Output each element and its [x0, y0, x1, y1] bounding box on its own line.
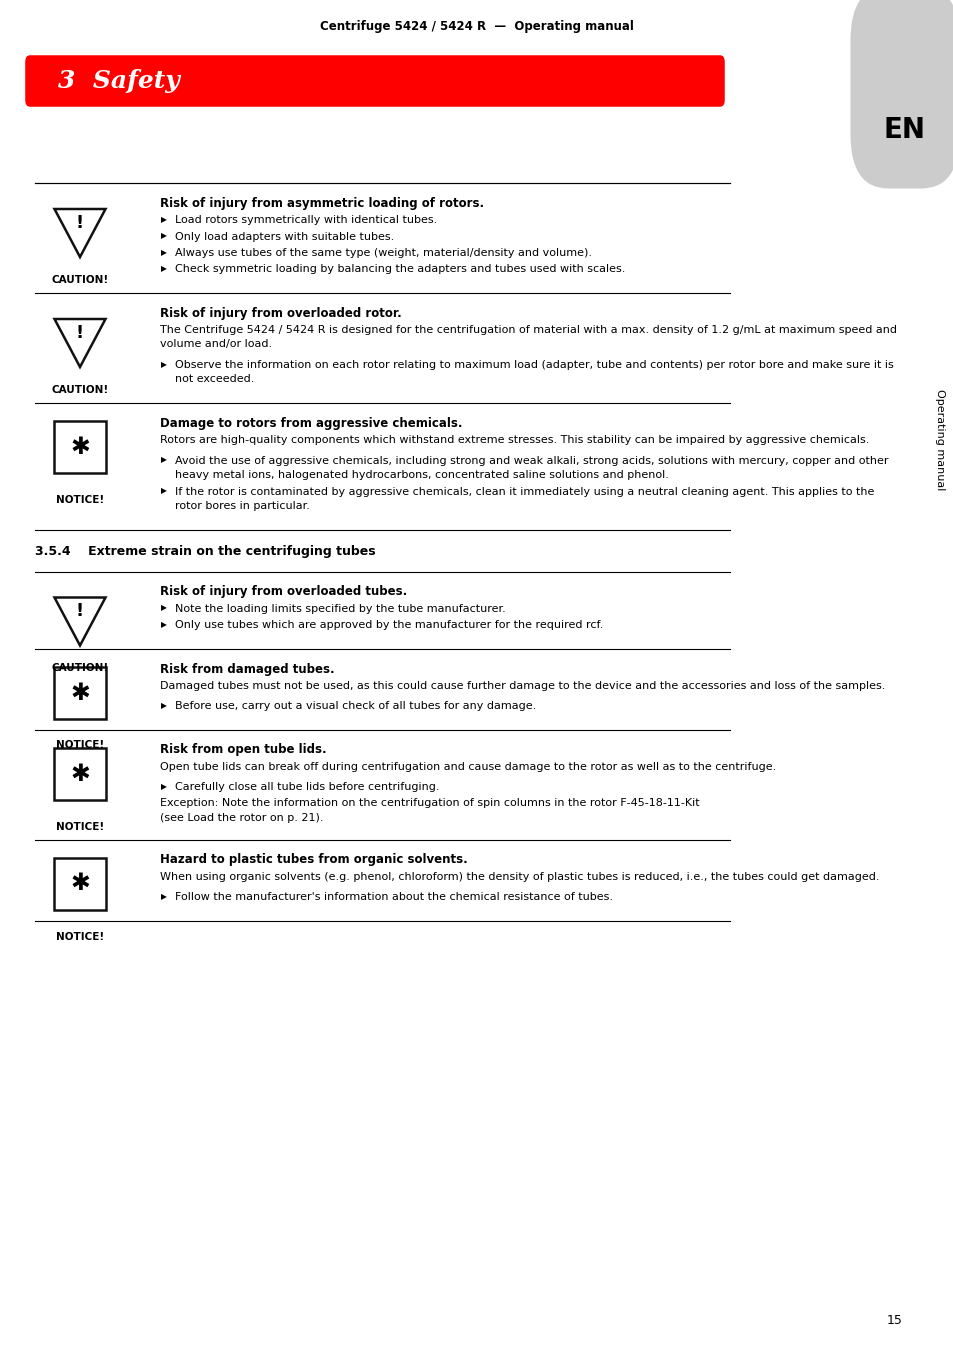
Text: 3  Safety: 3 Safety [58, 69, 179, 93]
Text: ▶: ▶ [161, 360, 167, 369]
Text: Centrifuge 5424 / 5424 R  —  Operating manual: Centrifuge 5424 / 5424 R — Operating man… [319, 20, 634, 32]
Text: EN: EN [883, 116, 925, 144]
Text: CAUTION!: CAUTION! [51, 275, 109, 285]
Text: Avoid the use of aggressive chemicals, including strong and weak alkali, strong : Avoid the use of aggressive chemicals, i… [174, 455, 887, 466]
Text: volume and/or load.: volume and/or load. [160, 339, 272, 350]
Polygon shape [54, 319, 106, 367]
Text: Open tube lids can break off during centrifugation and cause damage to the rotor: Open tube lids can break off during cent… [160, 761, 776, 771]
Bar [54, 748, 106, 799]
Text: Risk of injury from asymmetric loading of rotors.: Risk of injury from asymmetric loading o… [160, 197, 483, 211]
Polygon shape [54, 598, 106, 645]
Text: NOTICE!: NOTICE! [56, 495, 104, 505]
Text: If the rotor is contaminated by aggressive chemicals, clean it immediately using: If the rotor is contaminated by aggressi… [174, 486, 874, 497]
Text: Only use tubes which are approved by the manufacturer for the required rcf.: Only use tubes which are approved by the… [174, 620, 602, 630]
Text: Load rotors symmetrically with identical tubes.: Load rotors symmetrically with identical… [174, 215, 436, 225]
Text: (see Load the rotor on p. 21).: (see Load the rotor on p. 21). [160, 813, 323, 823]
Bar [54, 421, 106, 472]
Text: NOTICE!: NOTICE! [56, 822, 104, 832]
Bar [54, 857, 106, 910]
Text: Risk of injury from overloaded tubes.: Risk of injury from overloaded tubes. [160, 586, 407, 598]
Text: ▶: ▶ [161, 701, 167, 710]
Text: ▶: ▶ [161, 248, 167, 256]
Text: ▶: ▶ [161, 215, 167, 224]
Text: heavy metal ions, halogenated hydrocarbons, concentrated saline solutions and ph: heavy metal ions, halogenated hydrocarbo… [174, 470, 668, 481]
Text: Observe the information on each rotor relating to maximum load (adapter, tube an: Observe the information on each rotor re… [174, 360, 893, 370]
Text: !: ! [76, 602, 84, 620]
Text: ▶: ▶ [161, 265, 167, 274]
Text: ✱: ✱ [71, 435, 90, 459]
Polygon shape [54, 209, 106, 256]
Text: NOTICE!: NOTICE! [56, 741, 104, 751]
Text: Risk from damaged tubes.: Risk from damaged tubes. [160, 663, 335, 675]
Text: not exceeded.: not exceeded. [174, 374, 254, 385]
Text: rotor bores in particular.: rotor bores in particular. [174, 501, 310, 512]
Text: NOTICE!: NOTICE! [56, 931, 104, 941]
Text: 15: 15 [886, 1314, 902, 1327]
Text: Exception: Note the information on the centrifugation of spin columns in the rot: Exception: Note the information on the c… [160, 798, 699, 809]
Text: 3.5.4    Extreme strain on the centrifuging tubes: 3.5.4 Extreme strain on the centrifuging… [35, 545, 375, 559]
Text: Rotors are high-quality components which withstand extreme stresses. This stabil: Rotors are high-quality components which… [160, 435, 868, 446]
Text: ▶: ▶ [161, 486, 167, 495]
Text: Before use, carry out a visual check of all tubes for any damage.: Before use, carry out a visual check of … [174, 701, 536, 711]
Text: !: ! [76, 324, 84, 342]
Text: CAUTION!: CAUTION! [51, 663, 109, 674]
Text: ▶: ▶ [161, 620, 167, 629]
Text: Check symmetric loading by balancing the adapters and tubes used with scales.: Check symmetric loading by balancing the… [174, 265, 625, 274]
Text: ▶: ▶ [161, 455, 167, 464]
Text: When using organic solvents (e.g. phenol, chloroform) the density of plastic tub: When using organic solvents (e.g. phenol… [160, 872, 879, 882]
Text: The Centrifuge 5424 / 5424 R is designed for the centrifugation of material with: The Centrifuge 5424 / 5424 R is designed… [160, 325, 896, 335]
Text: Only load adapters with suitable tubes.: Only load adapters with suitable tubes. [174, 231, 394, 242]
Text: Carefully close all tube lids before centrifuging.: Carefully close all tube lids before cen… [174, 782, 439, 792]
Text: ✱: ✱ [71, 872, 90, 895]
Text: Hazard to plastic tubes from organic solvents.: Hazard to plastic tubes from organic sol… [160, 853, 467, 867]
Text: ▶: ▶ [161, 782, 167, 791]
Text: Note the loading limits specified by the tube manufacturer.: Note the loading limits specified by the… [174, 603, 505, 613]
Text: Risk of injury from overloaded rotor.: Risk of injury from overloaded rotor. [160, 306, 401, 320]
Text: ▶: ▶ [161, 892, 167, 900]
Text: Operating manual: Operating manual [934, 389, 944, 490]
Text: Follow the manufacturer's information about the chemical resistance of tubes.: Follow the manufacturer's information ab… [174, 892, 613, 902]
Text: CAUTION!: CAUTION! [51, 385, 109, 396]
Text: ✱: ✱ [71, 761, 90, 786]
Text: !: ! [76, 213, 84, 231]
Text: Damage to rotors from aggressive chemicals.: Damage to rotors from aggressive chemica… [160, 417, 462, 431]
Text: Always use tubes of the same type (weight, material/density and volume).: Always use tubes of the same type (weigh… [174, 248, 592, 258]
FancyBboxPatch shape [25, 55, 724, 107]
Text: ▶: ▶ [161, 231, 167, 240]
Text: ▶: ▶ [161, 603, 167, 613]
Text: Damaged tubes must not be used, as this could cause further damage to the device: Damaged tubes must not be used, as this … [160, 680, 884, 690]
Text: Risk from open tube lids.: Risk from open tube lids. [160, 744, 326, 756]
Text: ✱: ✱ [71, 680, 90, 705]
Bar [54, 667, 106, 718]
FancyBboxPatch shape [849, 0, 953, 189]
